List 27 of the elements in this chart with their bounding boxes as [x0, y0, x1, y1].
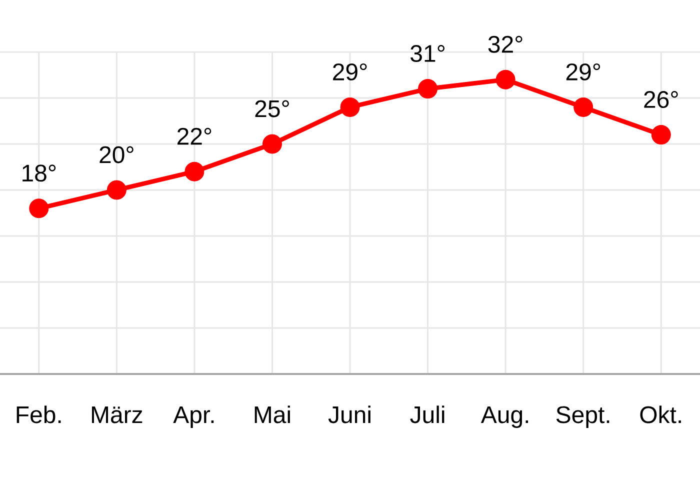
data-label: 25°: [255, 100, 289, 118]
x-tick-label: Sept.: [556, 406, 610, 428]
x-tick-label: Okt.: [640, 406, 681, 424]
data-label: 20°: [100, 146, 134, 164]
x-tick-label: März: [92, 406, 142, 424]
point: [496, 70, 516, 90]
x-tick-label: Mai: [254, 406, 290, 424]
point: [262, 134, 282, 154]
point: [29, 198, 49, 218]
point: [184, 162, 204, 182]
data-label: 29°: [566, 63, 600, 80]
x-tick-label: Juni: [328, 406, 370, 424]
x-tick-label: Aug.: [480, 406, 528, 428]
point: [651, 125, 671, 145]
x-tick-label: Feb.: [16, 406, 61, 424]
point: [340, 97, 360, 117]
x-tick-label: Apr.: [173, 406, 214, 428]
data-label: 22°: [178, 128, 212, 145]
point: [418, 79, 438, 99]
data-label: 32°: [488, 36, 522, 53]
point: [574, 97, 594, 117]
data-label: 26°: [644, 91, 678, 108]
x-tick-label: Juli: [410, 406, 444, 424]
point: [106, 180, 126, 200]
data-label: 31°: [410, 45, 444, 62]
data-label: 29°: [333, 63, 367, 80]
data-label: 18°: [22, 164, 56, 182]
